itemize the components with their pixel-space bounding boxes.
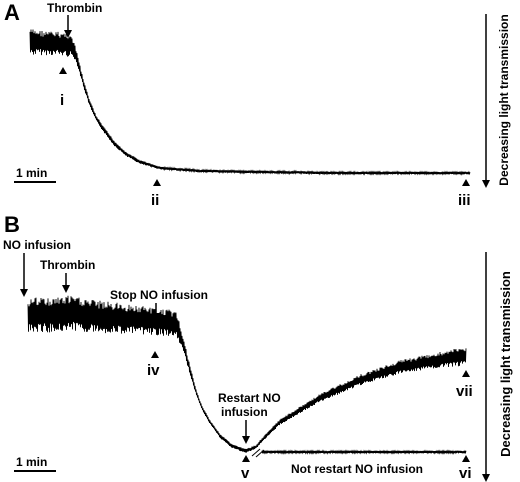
restart-label-1: Restart NO [218,391,281,405]
marker-iii-label: iii [458,192,471,209]
trace-b-series-2 [261,449,467,455]
marker-i-arrow [59,67,67,74]
scale-bar-b-label: 1 min [16,455,47,469]
y-axis-label-a: Decreasing light transmission [497,14,511,185]
not-restart-label: Not restart NO infusion [291,462,423,476]
marker-iv-arrow [151,351,159,358]
marker-v-arrow [242,455,250,462]
restart-label-2: infusion [221,405,268,419]
marker-v-label: v [241,465,250,482]
trace-a-series-1 [29,29,471,176]
scale-bar-a-label: 1 min [16,166,47,180]
branch-break-mark-1 [251,448,261,457]
marker-vi-label: vi [459,465,472,482]
panel-b-label: B [4,212,20,237]
marker-vi-arrow [462,455,470,462]
marker-iii-arrow [462,179,470,186]
marker-vii-arrow [462,370,470,377]
y-axis-label-b: Decreasing light transmission [498,271,513,457]
marker-vii-label: vii [456,383,473,400]
marker-ii-arrow [153,179,161,186]
stop-no-label: Stop NO infusion [110,288,208,302]
panel-a-label: A [4,0,20,25]
marker-iv-label: iv [147,362,160,379]
marker-ii-label: ii [151,192,159,209]
marker-i-label: i [60,92,64,109]
trace-b [27,295,467,455]
branch-break-mark-2 [255,449,265,458]
thrombin-label-b: Thrombin [40,258,95,272]
no-infusion-label: NO infusion [3,238,71,252]
thrombin-label-a: Thrombin [47,1,102,15]
trace-b-series-1 [27,295,467,453]
trace-a [29,29,471,176]
